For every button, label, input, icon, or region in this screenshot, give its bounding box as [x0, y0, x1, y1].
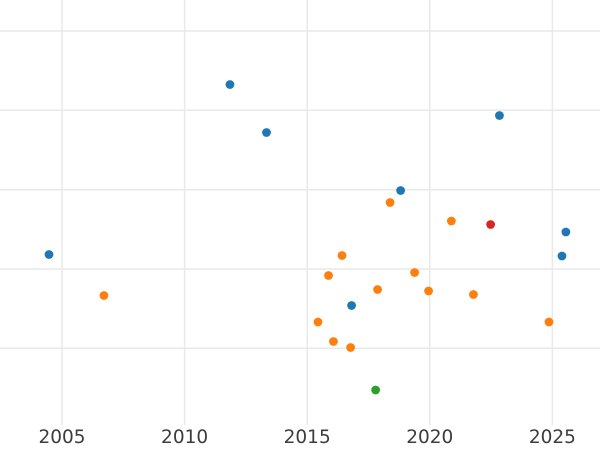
data-point-orange	[446, 216, 456, 226]
data-point-orange	[469, 290, 478, 299]
x-tick-label: 2015	[284, 427, 331, 448]
data-point-blue	[225, 80, 235, 89]
data-point-blue	[347, 301, 356, 310]
x-tick-label: 2005	[38, 427, 85, 448]
data-point-orange	[337, 251, 347, 260]
data-point-green	[371, 385, 381, 395]
data-point-blue	[262, 128, 271, 137]
x-tick-label: 2010	[161, 427, 208, 448]
data-point-orange	[313, 317, 323, 327]
data-point-blue	[557, 251, 567, 261]
data-point-orange	[385, 198, 395, 207]
data-point-orange	[410, 268, 419, 277]
x-tick-label: 2025	[529, 427, 576, 448]
data-point-orange	[373, 285, 382, 294]
data-point-orange	[99, 291, 109, 300]
data-point-red	[486, 220, 496, 229]
data-point-blue	[44, 250, 54, 259]
data-point-blue	[495, 111, 504, 120]
data-point-blue	[561, 227, 571, 237]
data-point-orange	[424, 286, 433, 296]
data-point-orange	[329, 337, 338, 346]
data-point-orange	[544, 317, 554, 327]
x-tick-label: 2020	[406, 427, 453, 448]
data-point-blue	[396, 186, 406, 195]
data-point-orange	[324, 271, 333, 280]
data-point-orange	[346, 343, 356, 352]
